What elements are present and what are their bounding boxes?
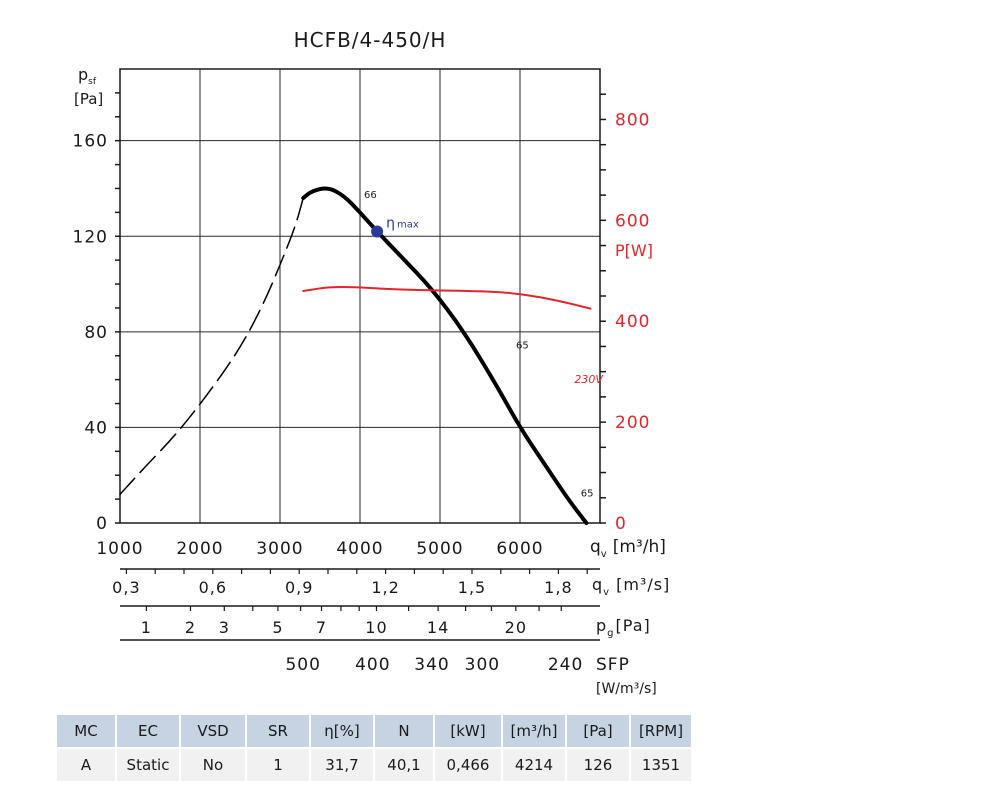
y-left-symbol-sub: sf [88,77,97,87]
auxiliary-axes: 0,3 0,6 0,9 1,2 1,5 1,8 1 2 3 5 7 10 14 20 500 400 340 30… [112,568,600,675]
sfp-tick-label: 240 [548,655,583,675]
aux-flow-tick-label: 0,6 [199,578,227,597]
spec-value-cell: 4214 [502,747,567,781]
spec-header-cell: [Pa] [566,715,631,748]
sfp-tick-label: 400 [355,655,390,675]
aux-pg-tick-label: 20 [505,618,527,637]
aux-pg-title: pg[Pa] [596,616,651,639]
y-left-tick-label: 0 [96,514,108,534]
y-left-tick-label: 120 [73,227,108,247]
spec-header-cell: EC [116,715,181,748]
spec-header-cell: VSD [180,715,247,748]
spec-value-cell: No [180,747,247,781]
spec-header-cell: N [374,715,435,748]
eta-max-label: η max [386,215,419,231]
x-axis-symbol: q [590,537,601,557]
spec-value-cell: 1351 [630,747,693,781]
annotation-layer: 66 65 65 230V η max [364,190,604,500]
sfp-tick-label: 500 [285,655,320,675]
y-left-symbol: psf [78,65,97,87]
aux-flow-tick-label: 0,9 [285,578,313,597]
eta-symbol: η [386,215,395,231]
pressure-curve [301,186,589,525]
spec-value-cell: 31,7 [310,747,375,781]
sfp-title: SFP [596,655,630,675]
aux-pg-tick-label: 1 [141,618,152,637]
y-right-tick-label: 800 [615,110,650,130]
x-axis-title: qv [m³/h] [590,537,666,560]
y-left-unit: [Pa] [74,90,103,108]
y-left-tick-label: 80 [84,323,108,343]
efficiency-label: 65 [516,341,529,352]
y-right-tick-labels: 0 200 400 600 800 [615,110,650,534]
y-right-label: P[W] [615,241,653,260]
x-tick-label: 6000 [496,539,543,559]
right-axis-minor-ticks [600,93,606,524]
aux-pg-tick-label: 10 [365,618,387,637]
y-left-symbol-main: p [78,65,88,84]
aux-pg-tick-label: 3 [219,618,230,637]
aux-flow-symbol: q [592,575,603,594]
x-axis-unit: [m³/h] [613,537,666,557]
aux-flow-tick-label: 0,3 [112,578,140,597]
aux-pg-tick-label: 5 [272,618,283,637]
aux-pg-tick-label: 7 [316,618,327,637]
spec-value-cell: 126 [566,747,631,781]
voltage-label: 230V [574,373,604,386]
y-left-tick-labels: 0 40 80 120 160 [73,132,108,534]
x-tick-label: 3000 [256,539,303,559]
aux-pg-unit: [Pa] [616,616,651,635]
y-right-tick-label: 0 [615,514,627,534]
spec-value-row: A Static No 1 31,7 40,1 0,466 4214 126 1… [57,747,693,781]
spec-header-cell: [m³/h] [502,715,567,748]
eta-sub: max [397,219,419,230]
aux-flow-tick-label: 1,5 [458,578,486,597]
aux-flow-sub: v [603,587,610,598]
power-curve [302,286,592,310]
y-right-tick-label: 200 [615,413,650,433]
left-axis-minor-ticks [115,92,120,524]
efficiency-label: 65 [581,489,594,500]
aux-pg-sub: g [607,628,614,639]
spec-header-row: MC EC VSD SR η[%] N [kW] [m³/h] [Pa] [RP… [57,715,693,748]
y-left-tick-label: 40 [84,418,108,438]
y-right-tick-label: 400 [615,312,650,332]
chart-title: HCFB/4-450/H [294,28,447,52]
eta-max-point [371,225,384,238]
spec-value-cell: Static [116,747,181,781]
spec-value-cell: 1 [246,747,311,781]
x-tick-label: 1000 [96,539,143,559]
x-tick-label: 5000 [416,539,463,559]
x-axis-symbol-sub: v [601,549,607,560]
sfp-unit: [W/m³/s] [596,681,657,697]
aux-flow-tick-label: 1,8 [544,578,572,597]
efficiency-label: 66 [364,190,377,201]
spec-value-cell: 0,466 [434,747,503,781]
x-tick-label: 2000 [176,539,223,559]
aux-pg-symbol: p [596,616,607,635]
spec-value-cell: A [57,747,117,781]
spec-header-cell: [kW] [434,715,503,748]
spec-header-cell: [RPM] [630,715,693,748]
aux-flow-tick-label: 1,2 [371,578,399,597]
spec-header-cell: MC [57,715,117,748]
aux-flow-unit: [m³/s] [616,575,670,594]
aux-pg-tick-label: 2 [185,618,196,637]
spec-header-cell: SR [246,715,311,748]
y-right-tick-label: 600 [615,211,650,231]
pressure-curve-unstable [119,197,304,496]
x-tick-labels: 1000 2000 3000 4000 5000 6000 [96,539,543,559]
y-left-tick-label: 160 [73,132,108,152]
sfp-tick-label: 300 [465,655,500,675]
x-tick-label: 4000 [336,539,383,559]
spec-table: MC EC VSD SR η[%] N [kW] [m³/h] [Pa] [RP… [57,715,693,781]
series-layer [119,186,592,525]
spec-header-cell: η[%] [310,715,375,748]
aux-flow-title: qv [m³/s] [592,575,670,598]
sfp-tick-label: 340 [414,655,449,675]
aux-pg-tick-label: 14 [427,618,449,637]
spec-value-cell: 40,1 [374,747,435,781]
